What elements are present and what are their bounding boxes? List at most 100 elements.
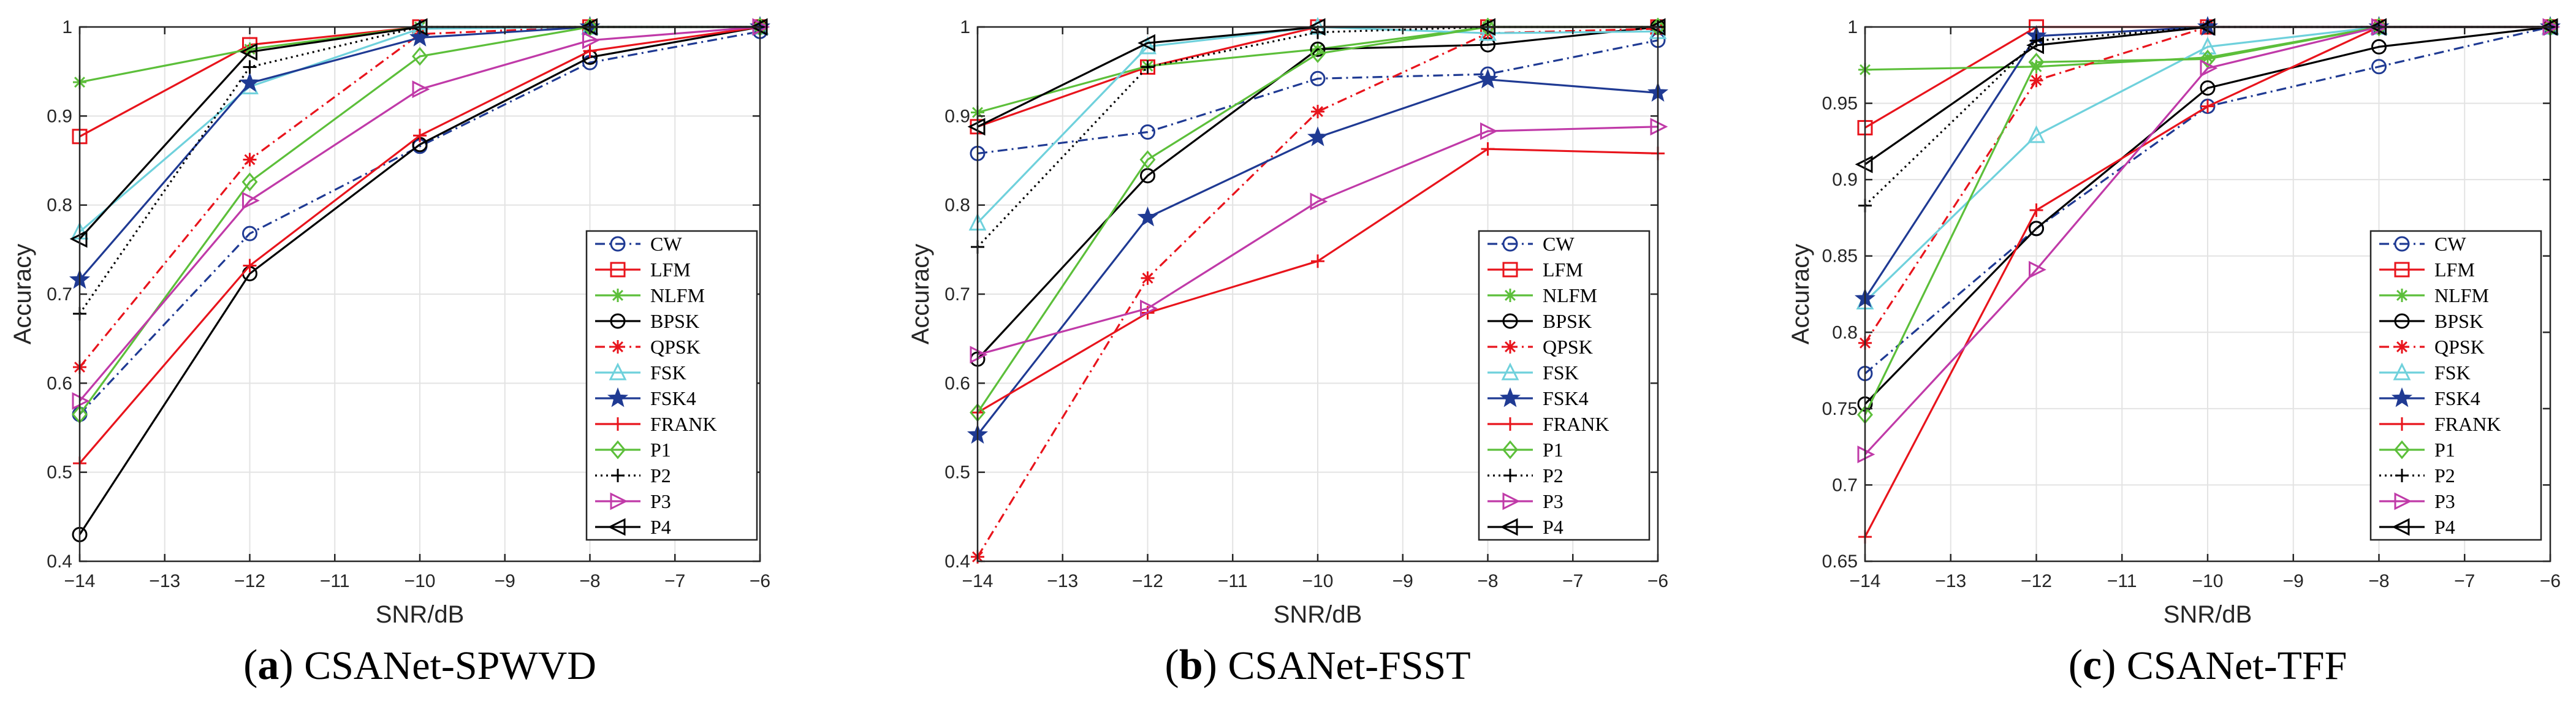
y-tick-label: 1 — [960, 17, 970, 37]
legend-marker — [1503, 469, 1517, 482]
legend-label: P4 — [1543, 516, 1563, 538]
legend-item-nlfm: NLFM — [1487, 284, 1597, 306]
legend-marker — [2394, 440, 2410, 460]
data-point-p3 — [582, 31, 600, 50]
caption-letter: a — [257, 642, 279, 689]
legend-label: BPSK — [1543, 310, 1592, 332]
legend-label: FSK4 — [1543, 387, 1589, 409]
legend-marker — [2394, 262, 2410, 278]
x-tick-label: −7 — [664, 571, 685, 591]
legend-item-lfm: LFM — [2379, 259, 2475, 281]
legend-item-lfm: LFM — [1487, 259, 1583, 281]
data-point-cw — [1310, 70, 1326, 86]
subfigure-caption: (a) CSANet-SPWVD — [243, 642, 596, 689]
data-point-fsk4 — [1307, 126, 1329, 146]
legend-marker — [2393, 362, 2411, 381]
x-tick-label: −13 — [1047, 571, 1078, 591]
legend-marker — [2395, 469, 2409, 482]
legend-label: FRANK — [2434, 413, 2501, 435]
x-tick-label: −6 — [1647, 571, 1668, 591]
legend-item-nlfm: NLFM — [2379, 284, 2489, 306]
legend-marker — [610, 313, 626, 329]
legend-marker — [610, 262, 626, 278]
legend-label: P1 — [650, 439, 671, 461]
caption-paren-close: ) — [279, 642, 304, 689]
series-line-bpsk — [78, 26, 761, 536]
legend-label: P4 — [650, 516, 671, 538]
legend-marker — [611, 289, 625, 302]
x-tick-label: −8 — [579, 571, 600, 591]
legend-marker — [1499, 387, 1521, 407]
data-point-bpsk — [1310, 41, 1326, 57]
legend-label: NLFM — [1543, 284, 1597, 306]
legend-label: CW — [2434, 233, 2466, 255]
legend-marker — [2395, 340, 2409, 354]
caption-paren-open: ( — [243, 642, 257, 689]
legend-label: NLFM — [650, 284, 705, 306]
legend-marker — [1500, 518, 1518, 536]
legend-item-p4: P4 — [595, 516, 671, 538]
caption-title: CSANet-SPWVD — [304, 643, 596, 688]
y-tick-label: 0.8 — [944, 195, 970, 216]
legend-label: QPSK — [650, 336, 701, 358]
legend-item-fsk4: FSK4 — [595, 387, 696, 409]
series-line-qpsk — [976, 28, 1658, 558]
legend-label: FRANK — [650, 413, 716, 435]
legend-label: QPSK — [1543, 336, 1593, 358]
data-point-p3 — [412, 80, 430, 99]
data-point-nlfm — [243, 42, 257, 56]
legend-label: FSK — [2434, 362, 2471, 384]
legend-marker — [607, 518, 626, 536]
y-tick-label: 1 — [62, 17, 72, 37]
legend-item-fsk4: FSK4 — [2379, 387, 2480, 409]
x-tick-label: −14 — [1850, 571, 1881, 591]
legend-item-frank: FRANK — [2379, 413, 2501, 435]
x-tick-label: −11 — [2107, 571, 2137, 591]
data-point-p3 — [2200, 59, 2218, 77]
data-point-p3 — [2029, 260, 2046, 279]
legend-label: FRANK — [1543, 413, 1609, 435]
legend-label: P2 — [650, 464, 671, 487]
data-point-nlfm — [2201, 50, 2214, 64]
x-tick-label: −7 — [1562, 571, 1583, 591]
data-point-frank — [583, 44, 597, 58]
x-tick-label: −10 — [2192, 571, 2224, 591]
legend-label: NLFM — [2434, 284, 2489, 306]
x-tick-label: −12 — [234, 571, 265, 591]
data-point-p4 — [2026, 36, 2044, 55]
y-axis-title: Accuracy — [9, 244, 36, 345]
chart-a: −14 −13 −12 −11 −10 −9 −8 −7 −6 0.4 0.5 0.6 0.7 0.8 0.… — [9, 16, 770, 689]
legend-label: P1 — [2434, 439, 2455, 461]
x-tick-label: −7 — [2454, 571, 2475, 591]
legend-box — [1478, 230, 1651, 541]
legend-marker — [2395, 289, 2409, 302]
x-tick-label: −11 — [320, 571, 350, 591]
legend-marker — [610, 440, 626, 460]
legend-item-lfm: LFM — [595, 259, 691, 281]
chart-c: −14 −13 −12 −11 −10 −9 −8 −7 −6 0.65 0.7 0.75 0.8 0.8… — [1787, 16, 2561, 689]
series-line-cw — [977, 39, 1658, 154]
y-tick-label: 0.75 — [1822, 399, 1858, 419]
legend-label: P2 — [1543, 464, 1563, 487]
legend-item-cw: CW — [1487, 233, 1575, 255]
x-tick-label: −14 — [962, 571, 994, 591]
x-tick-label: −6 — [2540, 571, 2561, 591]
legend-marker — [1503, 417, 1517, 431]
caption-paren-close: ) — [1203, 642, 1228, 689]
legend-item-fsk: FSK — [2379, 362, 2471, 384]
data-point-p3 — [242, 191, 260, 210]
y-axis-title: Accuracy — [907, 244, 934, 345]
legend-label: CW — [650, 233, 682, 255]
legend-item-p1: P1 — [2379, 439, 2455, 461]
series-line-cw — [78, 30, 761, 415]
caption-paren-open: ( — [1165, 642, 1179, 689]
chart-b: −14 −13 −12 −11 −10 −9 −8 −7 −6 0.4 0.5 0.6 0.7 0.8 0.… — [907, 17, 1668, 689]
caption-paren-close: ) — [2102, 642, 2127, 689]
y-tick-label: 0.5 — [47, 463, 72, 483]
legend-marker — [2391, 387, 2413, 407]
legend-item-qpsk: QPSK — [595, 336, 701, 358]
legend-item-p2: P2 — [595, 464, 671, 487]
x-axis-title: SNR/dB — [2164, 601, 2252, 628]
data-point-cw — [2371, 59, 2387, 75]
legend-marker — [2392, 518, 2410, 536]
